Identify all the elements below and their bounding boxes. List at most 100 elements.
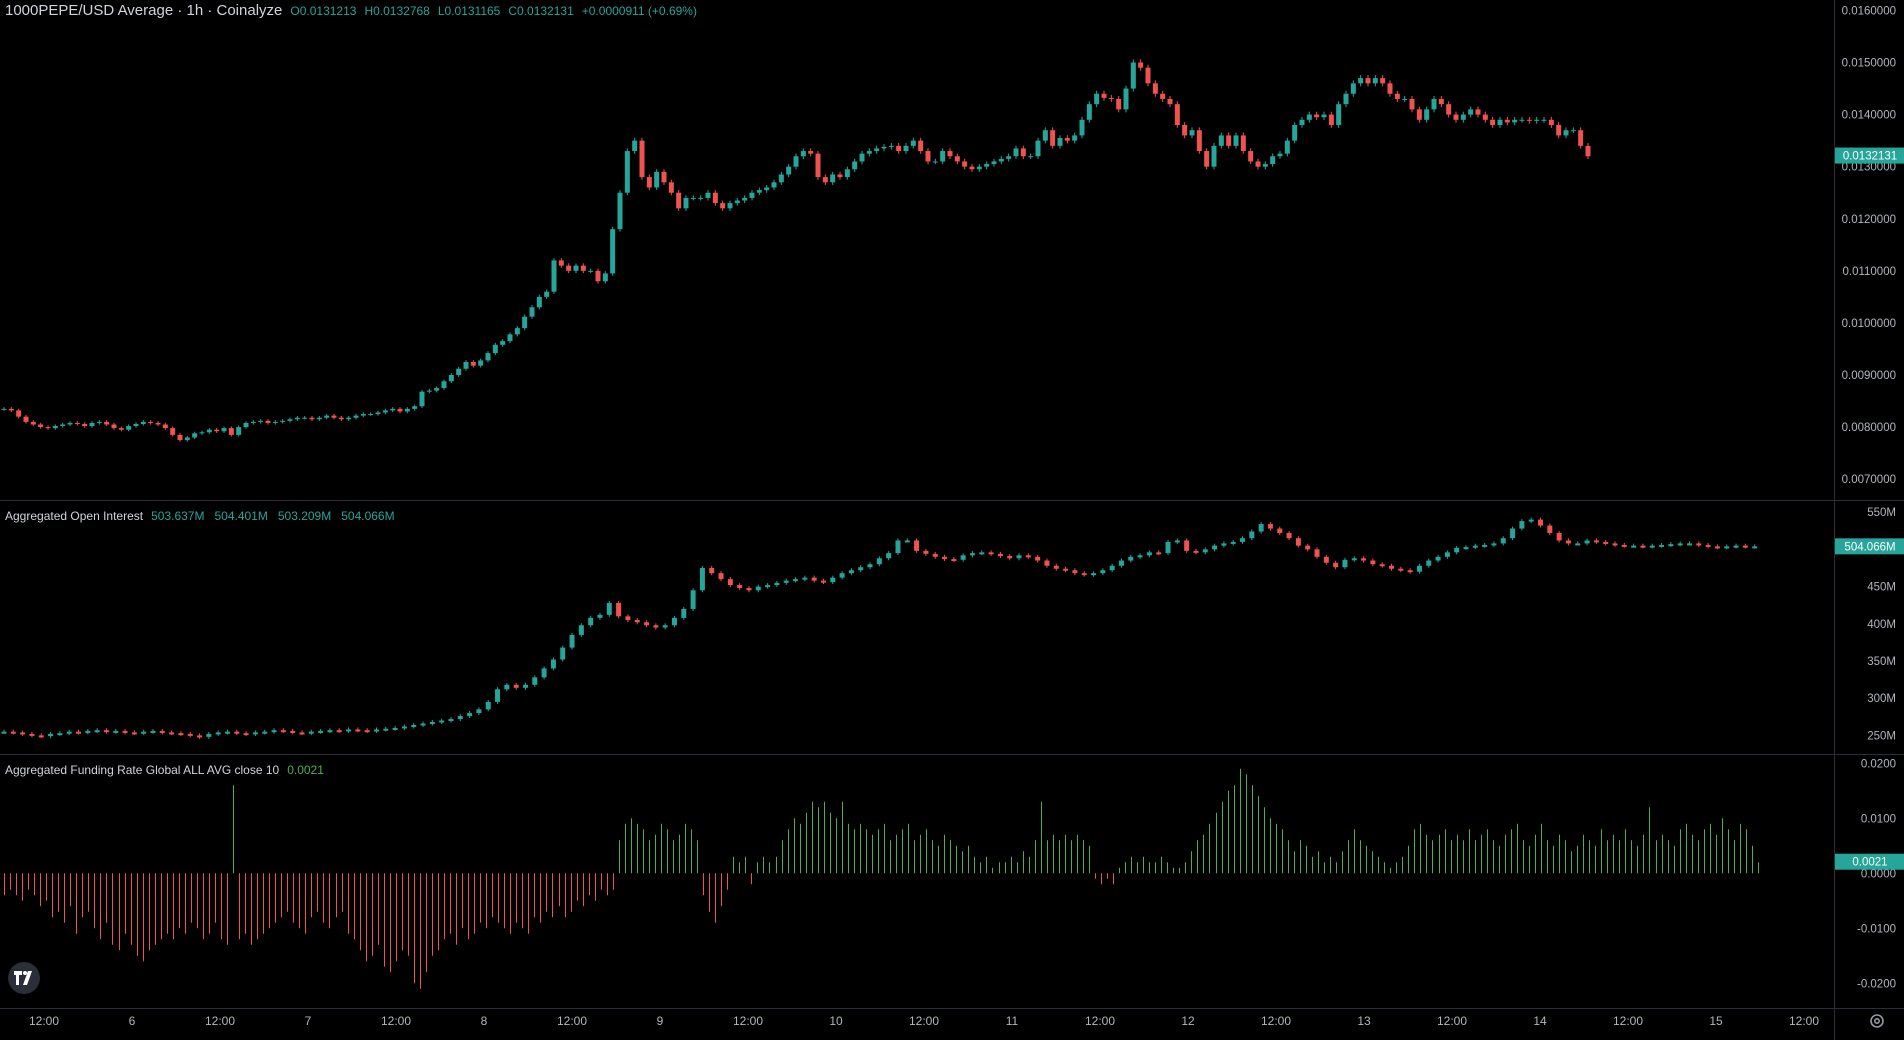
price-candle (1, 408, 7, 410)
price-candle (1314, 114, 1320, 118)
x-tick-label: 11 (1006, 1014, 1019, 1028)
oi-candle (429, 722, 435, 725)
price-candle (771, 182, 777, 188)
oi-candle (541, 668, 547, 678)
price-candle (529, 307, 535, 317)
price-candle (727, 203, 733, 209)
price-candle (45, 427, 51, 429)
settings-gear-icon[interactable] (1868, 1012, 1886, 1030)
price-candle (140, 421, 146, 424)
price-candle (272, 421, 278, 423)
price-candle (1490, 119, 1496, 125)
price-candle (118, 428, 124, 430)
x-tick-label: 12:00 (557, 1014, 587, 1028)
oi-candle (439, 720, 445, 723)
last-value-label: 0.0132131 (1843, 151, 1897, 163)
price-candle (500, 341, 506, 345)
open-value: O0.0131213 (290, 4, 357, 18)
oi-candle (1482, 544, 1488, 547)
price-candle (888, 145, 894, 147)
oi-candle (504, 684, 510, 690)
price-candle (676, 192, 682, 209)
price-candle (573, 265, 579, 271)
oi-candle (1621, 544, 1627, 547)
price-candle (280, 420, 286, 422)
price-candle (1057, 138, 1063, 146)
y-tick-label: 0.0100 (1861, 813, 1896, 825)
oi-candle (848, 570, 854, 574)
oi-candle (1510, 528, 1516, 539)
tradingview-logo[interactable] (8, 962, 40, 994)
oi-candle (681, 608, 687, 618)
oi-candle (755, 586, 761, 591)
oi-candle (634, 620, 640, 623)
price-candle (1116, 98, 1122, 110)
price-candle (1218, 135, 1224, 146)
oi-candle (709, 567, 715, 574)
x-tick-label: 12:00 (205, 1014, 235, 1028)
oi-candle (1454, 547, 1460, 553)
oi-candle (532, 677, 538, 685)
y-tick-label: 400M (1867, 619, 1896, 631)
oi-candle (1202, 549, 1208, 553)
close-value: C0.0132131 (508, 4, 574, 18)
oi-candle (1044, 560, 1050, 566)
oi-candle (10, 731, 16, 734)
price-candle (470, 361, 476, 366)
oi-candle (1416, 565, 1422, 572)
price-candle (214, 429, 220, 432)
price-candle (133, 423, 139, 427)
oi-candle (178, 733, 184, 736)
price-candle (558, 260, 564, 266)
price-candle (404, 408, 410, 412)
price-candle (1438, 98, 1444, 105)
price-candle (184, 437, 190, 441)
y-tick-label: 0.0080000 (1842, 422, 1896, 434)
price-candle (1548, 119, 1554, 125)
price-candle (1556, 125, 1562, 136)
price-candle (624, 151, 630, 193)
price-candle (1196, 130, 1202, 152)
price-candle (104, 421, 110, 425)
price-candle (1563, 130, 1569, 136)
oi-candle (1314, 549, 1320, 557)
oi-candle (411, 724, 417, 727)
price-candle (690, 197, 696, 199)
price-candle (786, 166, 792, 175)
price-candle (1453, 114, 1459, 120)
price-candle (1035, 140, 1041, 157)
oi-candle (159, 730, 165, 733)
oi-candle (886, 553, 892, 559)
oi-candle (1323, 556, 1329, 563)
price-candle (683, 197, 689, 209)
oi-candle (383, 728, 389, 731)
price-candle (1409, 98, 1415, 110)
price-candle (1064, 138, 1070, 141)
oi-candle (560, 647, 566, 660)
price-candle (764, 187, 770, 191)
price-candle (793, 156, 799, 167)
oi-candle (1277, 528, 1283, 533)
price-candle (1585, 145, 1591, 157)
y-tick-label: 0.0000 (1861, 868, 1896, 880)
price-candle (1292, 125, 1298, 141)
price-candle (1145, 67, 1151, 84)
price-candle (382, 410, 388, 413)
oi-candle (951, 559, 957, 562)
oi-legend: Aggregated Open Interest 503.637M 504.40… (5, 509, 395, 523)
price-candle (646, 177, 652, 188)
oi-candle (308, 731, 314, 734)
oi-candle (290, 730, 296, 733)
tradingview-logo-icon (14, 971, 32, 985)
oi-candle (1724, 546, 1730, 549)
oi-candle (932, 553, 938, 557)
price-candle (485, 353, 491, 361)
y-tick-label: 0.0130000 (1842, 162, 1896, 174)
oi-candle (625, 616, 631, 621)
oi-candle (1444, 552, 1450, 557)
price-candle (265, 420, 271, 423)
price-candle (940, 151, 946, 162)
price-candle (324, 415, 330, 418)
oi-candle (1249, 531, 1255, 539)
price-candle (1174, 104, 1180, 125)
